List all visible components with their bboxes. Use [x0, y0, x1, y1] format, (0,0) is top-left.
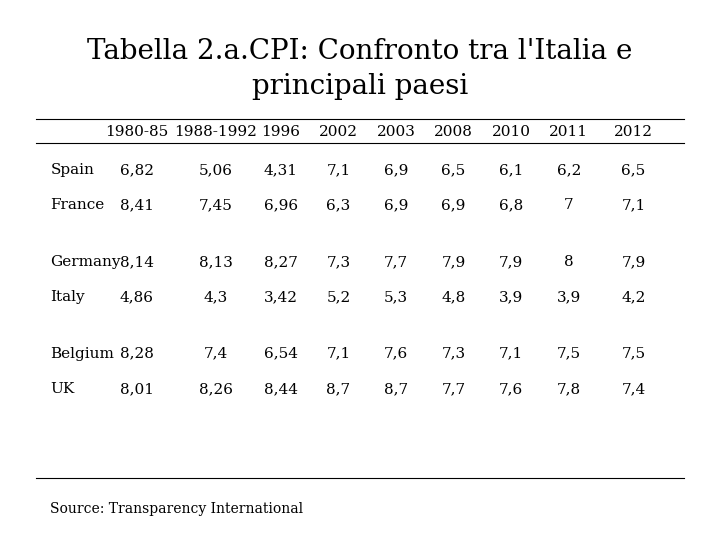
Text: 7,5: 7,5 — [557, 347, 581, 361]
Text: Spain: Spain — [50, 163, 94, 177]
Text: 4,3: 4,3 — [204, 290, 228, 304]
Text: 1988-1992: 1988-1992 — [174, 125, 258, 139]
Text: Italy: Italy — [50, 290, 85, 304]
Text: 7,4: 7,4 — [204, 347, 228, 361]
Text: France: France — [50, 198, 104, 212]
Text: 8,13: 8,13 — [199, 255, 233, 269]
Text: 7,1: 7,1 — [621, 198, 646, 212]
Text: 4,86: 4,86 — [120, 290, 154, 304]
Text: 7,9: 7,9 — [621, 255, 646, 269]
Text: 2010: 2010 — [492, 125, 531, 139]
Text: 2003: 2003 — [377, 125, 415, 139]
Text: 6,96: 6,96 — [264, 198, 298, 212]
Text: 4,2: 4,2 — [621, 290, 646, 304]
Text: 2011: 2011 — [549, 125, 588, 139]
Text: 6,3: 6,3 — [326, 198, 351, 212]
Text: 5,06: 5,06 — [199, 163, 233, 177]
Text: 3,9: 3,9 — [557, 290, 581, 304]
Text: 6,8: 6,8 — [499, 198, 523, 212]
Text: Germany: Germany — [50, 255, 121, 269]
Text: 8,7: 8,7 — [326, 382, 351, 396]
Text: 8: 8 — [564, 255, 574, 269]
Text: 7,3: 7,3 — [441, 347, 466, 361]
Text: 7,8: 7,8 — [557, 382, 581, 396]
Text: Tabella 2.a.CPI: Confronto tra l'Italia e
principali paesi: Tabella 2.a.CPI: Confronto tra l'Italia … — [87, 38, 633, 100]
Text: 4,8: 4,8 — [441, 290, 466, 304]
Text: 3,9: 3,9 — [499, 290, 523, 304]
Text: 8,41: 8,41 — [120, 198, 154, 212]
Text: 5,3: 5,3 — [384, 290, 408, 304]
Text: 7,6: 7,6 — [384, 347, 408, 361]
Text: 7,1: 7,1 — [326, 347, 351, 361]
Text: Source: Transparency International: Source: Transparency International — [50, 502, 304, 516]
Text: 6,5: 6,5 — [441, 163, 466, 177]
Text: Belgium: Belgium — [50, 347, 114, 361]
Text: 8,01: 8,01 — [120, 382, 154, 396]
Text: 7,4: 7,4 — [621, 382, 646, 396]
Text: 7,3: 7,3 — [326, 255, 351, 269]
Text: 7: 7 — [564, 198, 574, 212]
Text: 6,5: 6,5 — [621, 163, 646, 177]
Text: 8,26: 8,26 — [199, 382, 233, 396]
Text: 8,44: 8,44 — [264, 382, 298, 396]
Text: 7,9: 7,9 — [441, 255, 466, 269]
Text: 6,82: 6,82 — [120, 163, 154, 177]
Text: 8,14: 8,14 — [120, 255, 154, 269]
Text: 1980-85: 1980-85 — [105, 125, 168, 139]
Text: 1996: 1996 — [261, 125, 300, 139]
Text: 7,5: 7,5 — [621, 347, 646, 361]
Text: 8,7: 8,7 — [384, 382, 408, 396]
Text: 3,42: 3,42 — [264, 290, 298, 304]
Text: 6,9: 6,9 — [441, 198, 466, 212]
Text: UK: UK — [50, 382, 75, 396]
Text: 6,9: 6,9 — [384, 198, 408, 212]
Text: 7,7: 7,7 — [441, 382, 466, 396]
Text: 6,1: 6,1 — [499, 163, 523, 177]
Text: 2008: 2008 — [434, 125, 473, 139]
Text: 7,6: 7,6 — [499, 382, 523, 396]
Text: 5,2: 5,2 — [326, 290, 351, 304]
Text: 8,27: 8,27 — [264, 255, 298, 269]
Text: 4,31: 4,31 — [264, 163, 298, 177]
Text: 6,2: 6,2 — [557, 163, 581, 177]
Text: 8,28: 8,28 — [120, 347, 154, 361]
Text: 6,9: 6,9 — [384, 163, 408, 177]
Text: 7,45: 7,45 — [199, 198, 233, 212]
Text: 7,1: 7,1 — [326, 163, 351, 177]
Text: 2012: 2012 — [614, 125, 653, 139]
Text: 7,7: 7,7 — [384, 255, 408, 269]
Text: 7,1: 7,1 — [499, 347, 523, 361]
Text: 7,9: 7,9 — [499, 255, 523, 269]
Text: 2002: 2002 — [319, 125, 358, 139]
Text: 6,54: 6,54 — [264, 347, 298, 361]
